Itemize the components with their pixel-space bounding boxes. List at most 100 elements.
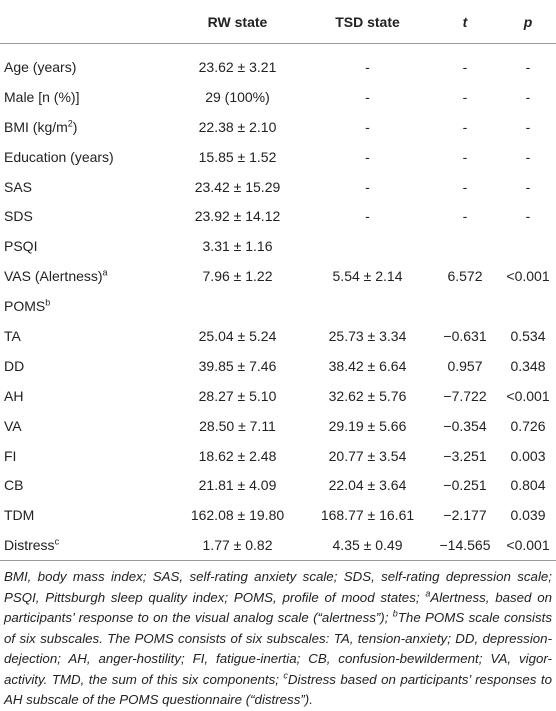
table-row: BMI (kg/m2) 22.38 ± 2.10 - - - [0,112,556,142]
value-cell: - [462,178,468,195]
table-body: Age (years) 23.62 ± 3.21 - - - Male [n (%)] 29… [0,44,556,562]
label-text: DD [4,357,25,374]
row-label: PSQI [0,231,170,261]
empty-cell [430,231,500,261]
value-cell: −0.354 [443,417,487,434]
value-cell: - [365,148,370,165]
row-label: FI [0,441,170,471]
table-row: TA 25.04 ± 5.24 25.73 ± 3.34 −0.631 0.534 [0,321,556,351]
value-cell: 23.42 ± 15.29 [194,178,281,195]
value-cell: - [462,88,468,105]
value-cell: <0.001 [500,530,556,562]
row-label: Education (years) [0,142,170,172]
header-cell [0,0,170,44]
row-label: VA [0,411,170,441]
value-cell: 23.62 ± 3.21 [198,58,277,75]
value-cell: −3.251 [443,447,487,464]
value-cell: 22.38 ± 2.10 [198,118,277,135]
value-cell: 162.08 ± 19.80 [190,507,285,524]
header-cell: t [430,0,500,44]
row-label: TDM [0,500,170,530]
empty-cell [500,291,556,321]
empty-cell [500,231,556,261]
table-row: POMSb [0,291,556,321]
row-label: CB [0,470,170,500]
row-label: Male [n (%)] [0,82,170,112]
table-row: TDM 162.08 ± 19.80 168.77 ± 16.61 −2.177 0.0… [0,500,556,530]
footnote-text: Alertness, based on participants’ respon… [4,589,553,626]
row-label: BMI (kg/m2) [0,112,170,142]
table-row: Distressc 1.77 ± 0.82 4.35 ± 0.49 −14.565 <0… [0,530,556,562]
label-text: BMI (kg/m [4,118,68,135]
label-text: POMS [4,298,46,315]
footnote: BMI, body mass index; SAS, self-rating a… [0,561,556,711]
row-label: SAS [0,172,170,202]
row-label: VAS (Alertness)a [0,261,170,291]
row-label: Distressc [0,530,170,562]
value-cell: - [525,178,531,195]
label-text: VA [4,417,22,434]
value-cell: - [525,208,531,225]
value-cell: 6.572 [447,268,483,285]
value-cell: - [365,178,370,195]
value-cell: - [525,118,531,135]
value-cell: −2.177 [443,507,487,524]
value-cell: 0.003 [510,447,546,464]
value-cell: - [365,88,370,105]
value-cell: 0.804 [510,477,546,494]
label-superscript: 2 [67,118,73,129]
table-row: Male [n (%)] 29 (100%) - - - [0,82,556,112]
header-row: RW state TSD state t p [0,0,556,44]
label-text: PSQI [4,238,38,255]
value-cell: 5.54 ± 2.14 [332,268,403,285]
label-text: Male [n (%)] [4,88,80,105]
footnote-superscript: b [392,608,398,619]
table-row: Age (years) 23.62 ± 3.21 - - - [0,44,556,82]
value-cell: <0.001 [506,387,550,404]
header-cell: p [500,0,556,44]
header-cell: TSD state [305,0,430,44]
value-cell: 29.19 ± 5.66 [328,417,407,434]
label-text: Distress [4,537,55,554]
value-cell: 0.957 [447,357,483,374]
value-cell: −7.722 [443,387,487,404]
value-cell: - [365,58,370,75]
row-label: POMSb [0,291,170,321]
value-cell: −14.565 [430,530,500,562]
label-text: VAS (Alertness) [4,268,103,285]
value-cell: - [525,148,531,165]
value-cell: 21.81 ± 4.09 [198,477,277,494]
value-cell: 20.77 ± 3.54 [328,447,407,464]
label-superscript: c [54,536,60,547]
value-cell: 38.42 ± 6.64 [328,357,407,374]
value-cell: <0.001 [506,268,550,285]
value-cell: 32.62 ± 5.76 [328,387,407,404]
value-cell: 25.73 ± 3.34 [328,327,407,344]
value-cell: 15.85 ± 1.52 [198,148,277,165]
row-label: Age (years) [0,44,170,82]
value-cell: −0.251 [443,477,487,494]
value-cell: 28.27 ± 5.10 [198,387,277,404]
label-text: SAS [4,178,33,195]
value-cell: - [462,148,468,165]
label-text: SDS [4,208,33,225]
value-cell: 39.85 ± 7.46 [198,357,277,374]
data-table: RW state TSD state t p Age (years) 23.62 ± 3… [0,0,556,562]
footnote-superscript: a [425,588,431,599]
row-label: DD [0,351,170,381]
value-cell: - [462,118,468,135]
value-cell: 7.96 ± 1.22 [202,268,273,285]
label-superscript: b [45,297,51,308]
value-cell: 3.31 ± 1.16 [202,238,273,255]
table-row: DD 39.85 ± 7.46 38.42 ± 6.64 0.957 0.348 [0,351,556,381]
value-cell: 0.534 [510,327,546,344]
value-cell: 25.04 ± 5.24 [198,327,277,344]
label-text: ) [72,118,78,135]
value-cell: - [365,208,370,225]
table-row: CB 21.81 ± 4.09 22.04 ± 3.64 −0.251 0.804 [0,470,556,500]
table-row: FI 18.62 ± 2.48 20.77 ± 3.54 −3.251 0.003 [0,441,556,471]
value-cell: 0.039 [510,507,546,524]
row-label: SDS [0,201,170,231]
value-cell: 0.348 [510,357,546,374]
table-row: PSQI 3.31 ± 1.16 [0,231,556,261]
